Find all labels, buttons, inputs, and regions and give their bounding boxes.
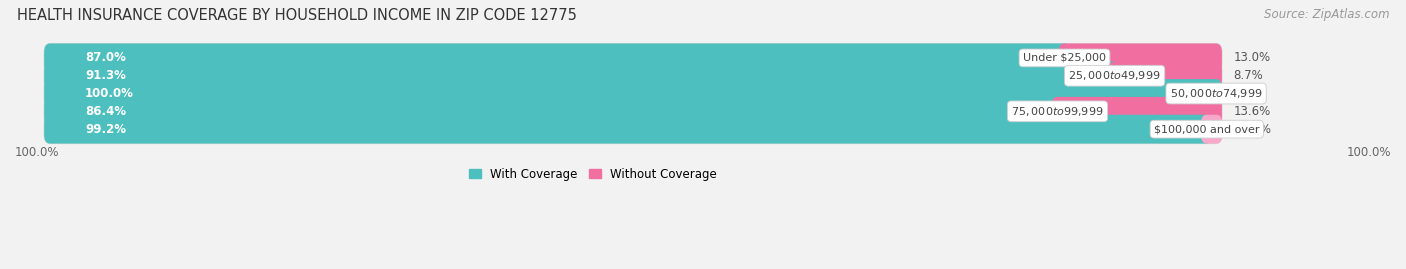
FancyBboxPatch shape: [44, 61, 1121, 90]
FancyBboxPatch shape: [44, 97, 1063, 126]
FancyBboxPatch shape: [44, 115, 1212, 144]
FancyBboxPatch shape: [1052, 97, 1222, 126]
FancyBboxPatch shape: [44, 44, 1070, 72]
FancyBboxPatch shape: [1059, 44, 1222, 72]
FancyBboxPatch shape: [44, 97, 1222, 126]
Text: Under $25,000: Under $25,000: [1024, 53, 1107, 63]
Text: 100.0%: 100.0%: [15, 146, 59, 159]
Text: 91.3%: 91.3%: [84, 69, 127, 82]
Text: 0.0%: 0.0%: [1233, 87, 1263, 100]
Text: 87.0%: 87.0%: [84, 51, 127, 64]
Text: 0.83%: 0.83%: [1234, 123, 1271, 136]
Text: $75,000 to $99,999: $75,000 to $99,999: [1011, 105, 1104, 118]
Text: $100,000 and over: $100,000 and over: [1154, 124, 1260, 134]
FancyBboxPatch shape: [44, 44, 1222, 72]
FancyBboxPatch shape: [44, 115, 1222, 144]
Text: Source: ZipAtlas.com: Source: ZipAtlas.com: [1264, 8, 1389, 21]
Text: 13.6%: 13.6%: [1233, 105, 1271, 118]
Text: 100.0%: 100.0%: [1347, 146, 1391, 159]
Text: 99.2%: 99.2%: [84, 123, 127, 136]
Text: 86.4%: 86.4%: [84, 105, 127, 118]
FancyBboxPatch shape: [44, 79, 1222, 108]
FancyBboxPatch shape: [44, 79, 1222, 108]
Text: $25,000 to $49,999: $25,000 to $49,999: [1069, 69, 1161, 82]
Text: HEALTH INSURANCE COVERAGE BY HOUSEHOLD INCOME IN ZIP CODE 12775: HEALTH INSURANCE COVERAGE BY HOUSEHOLD I…: [17, 8, 576, 23]
Text: 100.0%: 100.0%: [84, 87, 134, 100]
Legend: With Coverage, Without Coverage: With Coverage, Without Coverage: [464, 163, 721, 186]
FancyBboxPatch shape: [1201, 115, 1222, 144]
FancyBboxPatch shape: [1109, 61, 1222, 90]
Text: 13.0%: 13.0%: [1233, 51, 1271, 64]
Text: $50,000 to $74,999: $50,000 to $74,999: [1170, 87, 1263, 100]
Text: 8.7%: 8.7%: [1233, 69, 1264, 82]
FancyBboxPatch shape: [44, 61, 1222, 90]
